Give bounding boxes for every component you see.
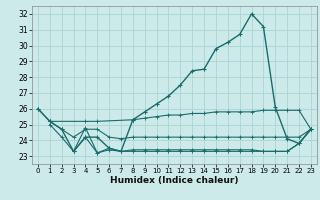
X-axis label: Humidex (Indice chaleur): Humidex (Indice chaleur) xyxy=(110,176,239,185)
